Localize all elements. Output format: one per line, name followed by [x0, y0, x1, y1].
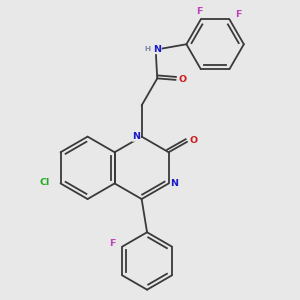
Text: N: N: [171, 179, 178, 188]
Text: F: F: [196, 7, 202, 16]
Text: O: O: [178, 75, 186, 84]
Text: O: O: [190, 136, 198, 145]
Text: F: F: [235, 11, 242, 20]
Text: Cl: Cl: [40, 178, 50, 187]
Text: F: F: [110, 239, 116, 248]
Text: H: H: [144, 46, 150, 52]
Text: N: N: [132, 132, 140, 141]
Text: N: N: [153, 45, 161, 54]
